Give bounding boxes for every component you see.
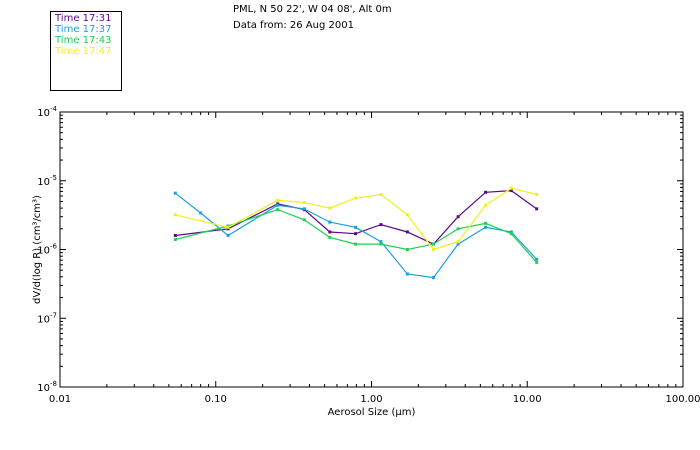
data-point <box>535 260 539 264</box>
data-point <box>484 203 488 207</box>
date-header: Data from: 26 Aug 2001 <box>233 20 354 31</box>
data-point <box>302 201 306 205</box>
data-point <box>226 225 230 229</box>
x-tick-label: 10.00 <box>513 394 542 405</box>
data-point <box>354 225 358 229</box>
data-point <box>431 276 435 280</box>
data-point <box>535 193 539 197</box>
data-point <box>535 257 539 261</box>
y-tick-label: 10-8 <box>37 380 57 394</box>
data-point <box>405 272 409 276</box>
data-point <box>276 203 280 207</box>
data-point <box>456 242 460 246</box>
data-point <box>302 218 306 222</box>
data-point <box>379 240 383 244</box>
data-point <box>199 211 203 215</box>
data-point <box>456 240 460 244</box>
data-point <box>328 220 332 224</box>
x-tick-label: 0.10 <box>205 394 227 405</box>
data-point <box>173 237 177 241</box>
legend-item-1747: Time 17:47 <box>55 46 112 57</box>
data-point <box>431 242 435 246</box>
data-point <box>276 208 280 212</box>
plot-frame <box>59 111 684 388</box>
data-point <box>379 193 383 197</box>
data-point <box>405 213 409 217</box>
x-tick-label: 100.00 <box>666 394 700 405</box>
legend: Time 17:31 Time 17:37 Time 17:43 Time 17… <box>50 11 122 91</box>
data-point <box>173 191 177 195</box>
data-point <box>509 230 513 234</box>
data-point <box>226 233 230 237</box>
data-point <box>173 213 177 217</box>
data-point <box>328 235 332 239</box>
x-tick-label: 1.00 <box>360 394 382 405</box>
data-point <box>379 223 383 227</box>
data-point <box>302 207 306 211</box>
data-point <box>509 186 513 190</box>
data-point <box>405 248 409 251</box>
data-point <box>431 248 435 251</box>
data-point <box>354 196 358 200</box>
legend-item-1743: Time 17:43 <box>55 35 112 46</box>
legend-item-1737: Time 17:37 <box>55 24 112 35</box>
legend-item-1731: Time 17:31 <box>55 13 112 24</box>
y-tick-label: 10-7 <box>37 311 57 325</box>
data-point <box>328 230 332 234</box>
y-tick-label: 10-6 <box>37 243 57 257</box>
y-tick-label: 10-5 <box>37 174 57 188</box>
data-point <box>173 233 177 237</box>
data-point <box>354 232 358 236</box>
data-point <box>535 207 539 211</box>
data-point <box>484 190 488 194</box>
data-point <box>276 198 280 202</box>
data-point <box>379 242 383 246</box>
y-axis-label: dV/d(log R) (cm³/cm³) <box>32 195 43 304</box>
data-point <box>484 221 488 225</box>
data-point <box>456 215 460 219</box>
data-point <box>405 230 409 234</box>
data-point <box>509 189 513 193</box>
series-line-1 <box>174 192 538 279</box>
data-point <box>484 225 488 229</box>
y-tick-label: 10-4 <box>37 105 57 119</box>
data-point <box>328 206 332 210</box>
data-point <box>456 227 460 231</box>
x-tick-label: 0.01 <box>49 394 71 405</box>
location-header: PML, N 50 22', W 04 08', Alt 0m <box>233 4 392 15</box>
data-point <box>354 242 358 246</box>
data-point <box>509 232 513 236</box>
x-axis-label: Aerosol Size (μm) <box>328 407 416 418</box>
